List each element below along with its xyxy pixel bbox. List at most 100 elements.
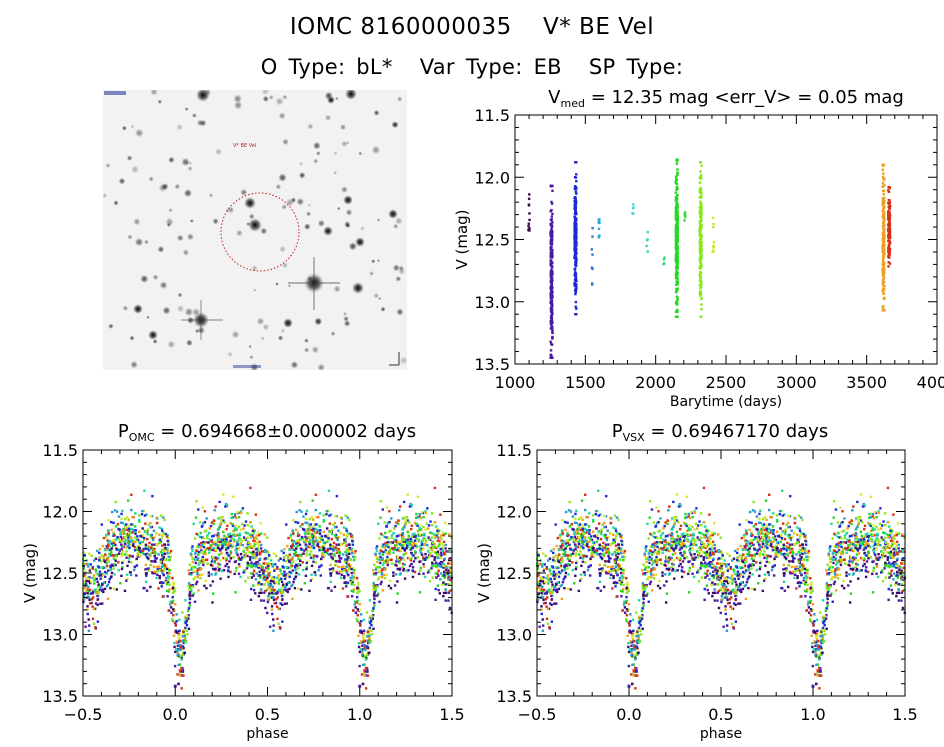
data-point <box>416 529 420 533</box>
data-point <box>142 547 145 551</box>
data-point <box>147 545 150 548</box>
data-point <box>188 594 191 597</box>
data-point <box>256 562 260 566</box>
data-point <box>304 548 308 551</box>
data-point <box>88 602 92 605</box>
data-point <box>199 535 202 539</box>
data-point <box>146 537 149 541</box>
data-point <box>145 574 148 577</box>
data-point <box>574 305 577 308</box>
data-point <box>288 566 292 569</box>
data-point <box>173 621 177 624</box>
data-point <box>834 553 838 556</box>
data-point <box>146 557 150 560</box>
data-point <box>676 309 679 312</box>
data-point <box>99 588 102 591</box>
data-point <box>222 545 225 549</box>
data-point <box>550 282 553 285</box>
data-point <box>551 329 554 332</box>
data-point <box>136 535 139 538</box>
data-point <box>312 527 315 530</box>
data-point <box>272 576 276 579</box>
data-point <box>214 505 217 508</box>
data-point <box>310 534 314 538</box>
data-point <box>164 563 168 567</box>
data-point <box>153 547 156 551</box>
data-point <box>888 254 891 257</box>
data-point <box>406 493 409 496</box>
data-point <box>176 644 180 648</box>
data-point <box>135 564 139 567</box>
data-point <box>676 219 679 223</box>
data-point <box>280 603 284 606</box>
data-point <box>273 567 276 571</box>
data-point <box>361 682 365 686</box>
title-rest: = 0.69467170 days <box>645 421 829 442</box>
data-point <box>302 568 305 572</box>
data-point <box>549 241 553 245</box>
data-point <box>551 337 554 340</box>
data-point <box>404 538 408 541</box>
data-point <box>360 653 364 657</box>
data-point <box>436 529 439 533</box>
data-point <box>549 256 553 259</box>
data-point <box>265 588 269 592</box>
data-point <box>194 561 198 565</box>
data-point <box>139 534 142 538</box>
data-point <box>375 546 378 550</box>
data-point <box>322 530 325 534</box>
data-point <box>786 521 790 525</box>
faint-star <box>184 107 189 111</box>
data-point <box>549 251 552 255</box>
data-point <box>627 650 631 654</box>
data-point <box>190 568 193 571</box>
y-tick-label: 12.0 <box>42 503 78 522</box>
data-points <box>535 486 907 690</box>
data-point <box>291 529 295 532</box>
faint-star <box>373 292 380 299</box>
data-point <box>331 528 334 532</box>
data-point <box>274 563 277 566</box>
data-point <box>217 517 220 520</box>
data-point <box>168 558 171 562</box>
data-point <box>277 588 281 592</box>
data-point <box>443 576 447 579</box>
data-point <box>591 530 595 534</box>
data-point <box>883 201 886 204</box>
data-point <box>395 544 398 547</box>
data-point <box>426 507 429 510</box>
data-point <box>343 576 346 580</box>
data-point <box>209 544 212 547</box>
data-point <box>292 580 295 584</box>
data-point <box>266 557 269 560</box>
faint-star <box>392 264 400 272</box>
data-point <box>237 556 240 559</box>
data-point <box>444 543 447 547</box>
data-point <box>700 308 703 311</box>
data-point <box>408 556 411 560</box>
data-point <box>173 645 176 649</box>
data-point <box>375 557 379 561</box>
data-point <box>811 621 815 624</box>
data-point <box>160 527 164 531</box>
data-point <box>341 587 345 590</box>
data-point <box>163 543 167 546</box>
data-point <box>282 585 286 588</box>
data-point <box>120 545 124 548</box>
data-point <box>883 244 886 247</box>
data-point <box>882 237 886 241</box>
data-point <box>221 515 224 519</box>
data-point <box>293 586 297 590</box>
data-point <box>574 292 577 296</box>
data-point <box>125 556 128 559</box>
data-point <box>195 580 199 584</box>
data-point <box>292 532 295 535</box>
data-point <box>378 566 381 569</box>
data-point <box>217 544 220 547</box>
data-point <box>573 222 576 225</box>
data-point <box>699 170 702 173</box>
data-point <box>196 558 199 561</box>
data-point <box>168 572 171 575</box>
data-point <box>436 539 440 542</box>
data-point <box>91 596 95 599</box>
